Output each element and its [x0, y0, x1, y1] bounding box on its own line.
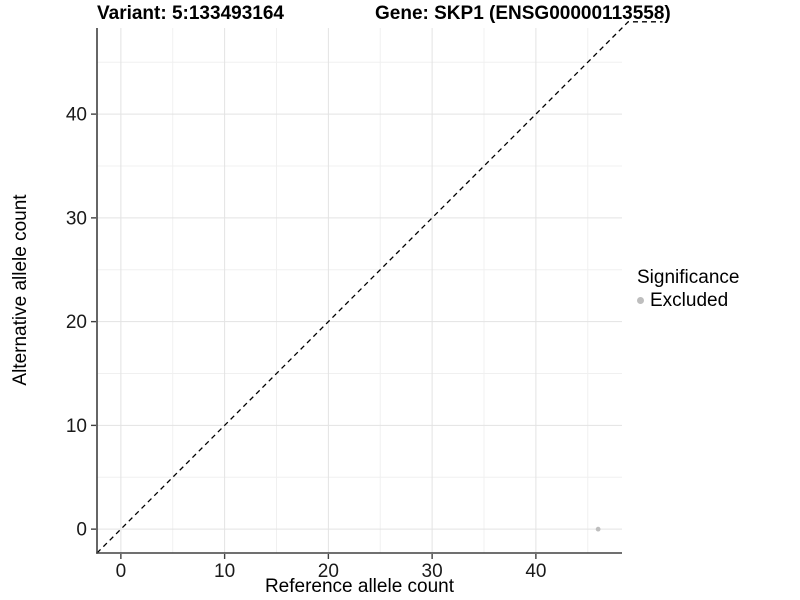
legend-item-excluded: Excluded	[637, 289, 739, 312]
data-point	[595, 526, 601, 532]
x-axis-title: Reference allele count	[264, 576, 455, 597]
plot-title-variant: Variant: 5:133493164	[97, 3, 284, 24]
y-tick-label: 10	[66, 416, 87, 437]
plot-title-gene: Gene: SKP1 (ENSG00000113558)	[375, 3, 671, 24]
x-tick-label: 0	[116, 561, 127, 582]
legend: Significance Excluded	[637, 266, 739, 312]
x-tick-label: 10	[214, 561, 235, 582]
legend-title: Significance	[637, 267, 740, 288]
y-tick-label: 0	[76, 520, 87, 541]
legend-item-label: Excluded	[650, 290, 729, 311]
x-tick-label: 40	[525, 561, 546, 582]
y-tick-label: 40	[66, 105, 87, 126]
identity-reference-line	[96, 21, 663, 554]
legend-point-icon	[637, 297, 644, 304]
x-tick-label: 30	[422, 561, 443, 582]
y-tick-label: 20	[66, 312, 87, 333]
y-axis-title: Alternative allele count	[10, 194, 31, 386]
y-tick-label: 30	[66, 208, 87, 229]
x-tick-label: 20	[318, 561, 339, 582]
